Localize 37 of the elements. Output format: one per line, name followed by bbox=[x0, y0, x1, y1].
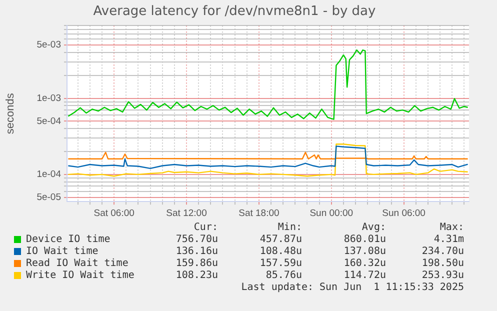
x-tick-label: Sun 00:00 bbox=[310, 208, 354, 219]
text: 198.50u bbox=[422, 258, 464, 269]
text: 137.08u bbox=[344, 246, 386, 257]
y-tick-label: 1e-03 bbox=[36, 92, 61, 104]
legend-label: Device IO time bbox=[26, 234, 110, 245]
text: 160.32u bbox=[344, 258, 386, 269]
text: 108.23u bbox=[176, 270, 218, 281]
legend-label: Write IO Wait time bbox=[26, 270, 134, 281]
text: Max: bbox=[440, 222, 464, 233]
text: 159.86u bbox=[176, 258, 218, 269]
text: 136.16u bbox=[176, 246, 218, 257]
text: 253.93u bbox=[422, 270, 464, 281]
x-tick-label: Sat 18:00 bbox=[238, 208, 280, 219]
text: 860.01u bbox=[344, 234, 386, 245]
text: Min: bbox=[278, 222, 302, 233]
text: 756.70u bbox=[176, 234, 218, 245]
legend-label: Read IO Wait time bbox=[26, 258, 128, 269]
text: 114.72u bbox=[344, 270, 386, 281]
text: Avg: bbox=[362, 222, 386, 233]
y-tick-label: 5e-03 bbox=[36, 40, 61, 51]
text: 108.48u bbox=[260, 246, 302, 257]
text: 234.70u bbox=[422, 246, 464, 257]
x-tick-label: Sat 12:00 bbox=[166, 208, 207, 219]
text: 157.59u bbox=[260, 258, 302, 269]
y-tick-label: 5e-05 bbox=[36, 192, 61, 203]
y-tick-label: 5e-04 bbox=[36, 116, 61, 127]
text: Cur: bbox=[194, 222, 218, 233]
text: Last update: Sun Jun 1 11:15:33 2025 bbox=[241, 282, 464, 293]
y-tick-label: 1e-04 bbox=[36, 169, 61, 180]
text: 85.76u bbox=[266, 270, 302, 281]
x-tick-label: Sun 06:00 bbox=[382, 208, 426, 219]
x-tick-label: Sat 06:00 bbox=[94, 208, 134, 219]
text: 457.87u bbox=[260, 234, 302, 245]
chart-title: Average latency for /dev/nvme8n1 - by day bbox=[93, 4, 376, 20]
y-axis-title: seconds bbox=[4, 92, 17, 134]
legend-label: IO Wait time bbox=[26, 246, 98, 257]
text: 4.31m bbox=[434, 234, 464, 245]
